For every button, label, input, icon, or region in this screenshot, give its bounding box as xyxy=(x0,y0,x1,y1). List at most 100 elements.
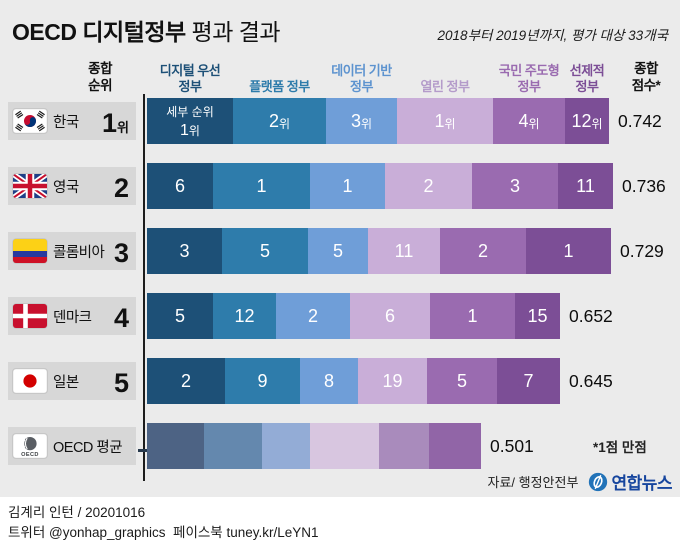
segment-4: 3 xyxy=(472,163,558,209)
segment-5: 1 xyxy=(526,228,611,274)
segment-1 xyxy=(204,423,262,469)
column-header-4: 국민 주도형 정부 xyxy=(498,62,560,94)
segment-0: 세부 순위 1위 xyxy=(147,98,233,144)
score-column-header: 종합 점수* xyxy=(631,61,661,94)
segment-4 xyxy=(379,423,429,469)
gb-flag-icon xyxy=(13,174,47,198)
oecd-logo-icon: OECD xyxy=(13,434,47,458)
svg-text:OECD: OECD xyxy=(21,452,39,458)
subtitle: 2018부터 2019년까지, 평가 대상 33개국 xyxy=(437,28,668,43)
segment-1: 5 xyxy=(222,228,308,274)
stacked-bar-dk: 5 12 2 6 1 15 xyxy=(147,293,560,339)
social-line: 트위터 @yonhap_graphics 페이스북 tuney.kr/LeYN1 xyxy=(8,525,319,540)
overall-rank: 1위 xyxy=(102,108,129,138)
country-name: OECD 평균 xyxy=(53,439,123,456)
credit-line: 김계리 인턴 / 20201016 xyxy=(8,505,146,520)
jp-flag-icon xyxy=(13,369,47,393)
yonhap-logo-text: 연합뉴스 xyxy=(611,474,672,493)
overall-rank: 2 xyxy=(113,173,129,203)
segment-5: 11 xyxy=(558,163,613,209)
segment-2: 1 xyxy=(310,163,385,209)
overall-score: 0.501 xyxy=(490,435,534,456)
segment-4: 5 xyxy=(427,358,497,404)
segment-5: 15 xyxy=(515,293,560,339)
yonhap-logo: 연합뉴스 xyxy=(588,469,672,494)
segment-2: 5 xyxy=(308,228,368,274)
segment-3: 2 xyxy=(385,163,472,209)
segment-0: 5 xyxy=(147,293,213,339)
row-kr: 한국 1위 세부 순위 1위 2 위 3 위 1 위 4 위 12 위 0.742 xyxy=(0,98,680,144)
overall-score: 0.742 xyxy=(618,110,662,131)
overall-rank: 4 xyxy=(113,303,129,333)
segment-4: 1 xyxy=(430,293,515,339)
country-name: 영국 xyxy=(53,179,79,196)
segment-5: 12 위 xyxy=(565,98,609,144)
row-dk: 덴마크 4 5 12 2 6 1 15 0.652 xyxy=(0,293,680,339)
segment-3: 6 xyxy=(350,293,430,339)
source-row: 자료/ 행정안전부 연합뉴스 xyxy=(487,469,672,494)
stacked-bar-jp: 2 9 8 19 5 7 xyxy=(147,358,560,404)
column-header-3: 열린 정부 xyxy=(420,78,470,94)
yonhap-logo-icon xyxy=(589,472,608,491)
country-label-kr: 한국 1위 xyxy=(8,102,136,140)
co-flag-icon xyxy=(13,239,47,263)
oecd-average-tick xyxy=(138,449,151,452)
stacked-bar-kr: 세부 순위 1위 2 위 3 위 1 위 4 위 12 위 xyxy=(147,98,609,144)
segment-2: 2 xyxy=(276,293,350,339)
segment-0: 2 xyxy=(147,358,225,404)
country-name: 한국 xyxy=(53,114,79,131)
segment-1: 9 xyxy=(225,358,300,404)
source-note: 자료/ 행정안전부 xyxy=(487,475,579,490)
axis-line xyxy=(143,94,145,481)
row-co: 콜롬비아 3 3 5 5 11 2 1 0.729 xyxy=(0,228,680,274)
country-label-oecd: OECD OECD 평균 xyxy=(8,427,136,465)
segment-0 xyxy=(147,423,204,469)
overall-score: 0.729 xyxy=(620,240,664,261)
column-header-0: 디지털 우선 정부 xyxy=(159,62,221,94)
rank-column-header: 종합 순위 xyxy=(88,61,112,94)
segment-5: 7 xyxy=(497,358,560,404)
score-scale-note: *1점 만점 xyxy=(593,440,647,455)
segment-1: 12 xyxy=(213,293,276,339)
stacked-bar-gb: 6 1 1 2 3 11 xyxy=(147,163,613,209)
segment-3: 11 xyxy=(368,228,440,274)
overall-score: 0.652 xyxy=(569,305,613,326)
row-gb: 영국 2 6 1 1 2 3 11 0.736 xyxy=(0,163,680,209)
segment-2: 8 xyxy=(300,358,358,404)
stacked-bar-oecd xyxy=(147,423,481,469)
country-label-jp: 일본 5 xyxy=(8,362,136,400)
kr-flag-icon xyxy=(13,109,47,133)
overall-rank: 5 xyxy=(113,368,129,398)
country-label-dk: 덴마크 4 xyxy=(8,297,136,335)
country-name: 일본 xyxy=(53,374,79,391)
overall-rank: 3 xyxy=(113,238,129,268)
row-oecd: OECD OECD 평균 0.501 xyxy=(0,423,680,469)
segment-4: 2 xyxy=(440,228,526,274)
country-label-gb: 영국 2 xyxy=(8,167,136,205)
dk-flag-icon xyxy=(13,304,47,328)
title-strong: OECD 디지털정부 xyxy=(12,19,186,45)
overall-score: 0.736 xyxy=(622,175,666,196)
column-header-5: 선제적 정부 xyxy=(569,62,605,94)
segment-0: 6 xyxy=(147,163,213,209)
overall-score: 0.645 xyxy=(569,370,613,391)
column-header-1: 플랫폼 정부 xyxy=(249,78,310,94)
segment-1: 1 xyxy=(213,163,310,209)
segment-3 xyxy=(310,423,379,469)
country-name: 콜롬비아 xyxy=(53,244,105,261)
footer: 김계리 인턴 / 20201016 트위터 @yonhap_graphics 페… xyxy=(0,497,680,545)
segment-0: 3 xyxy=(147,228,222,274)
title-rest: 평과 결과 xyxy=(185,19,281,45)
stacked-bar-co: 3 5 5 11 2 1 xyxy=(147,228,611,274)
country-label-co: 콜롬비아 3 xyxy=(8,232,136,270)
country-name: 덴마크 xyxy=(53,309,92,326)
column-header-2: 데이터 기반 정부 xyxy=(331,62,392,94)
segment-3: 19 xyxy=(358,358,427,404)
row-jp: 일본 5 2 9 8 19 5 7 0.645 xyxy=(0,358,680,404)
